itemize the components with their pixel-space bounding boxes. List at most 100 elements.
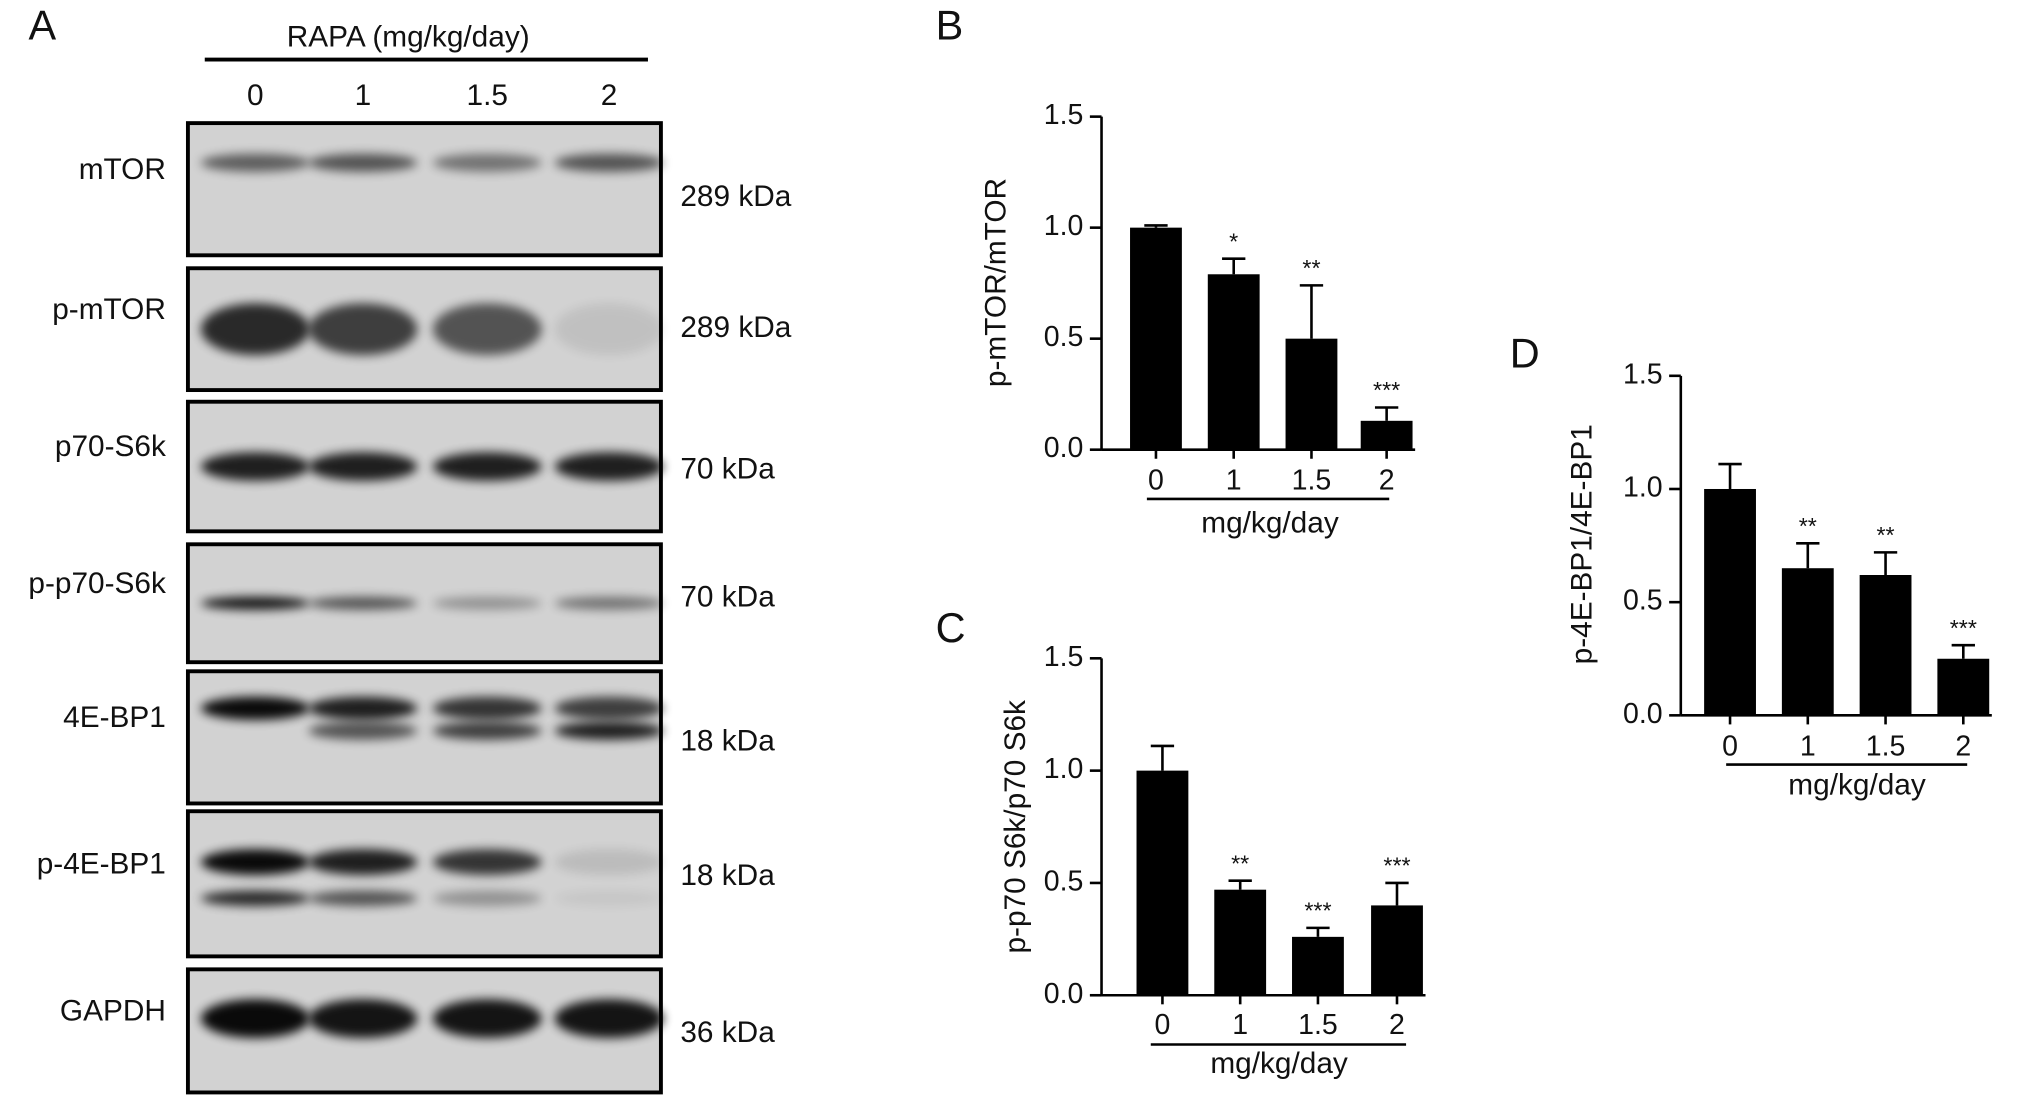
significance: ***	[1950, 615, 1977, 641]
panel-letter: A	[29, 1, 57, 48]
significance: ***	[1304, 897, 1331, 923]
x-tick-label: 1.5	[1298, 1009, 1338, 1041]
y-tick-label: 0.5	[1044, 865, 1084, 897]
blot-header: RAPA (mg/kg/day)	[287, 21, 530, 54]
panel-letter: B	[936, 1, 964, 48]
row-label: p-p70-S6k	[28, 567, 166, 600]
x-tick-label: 0	[1148, 465, 1164, 497]
size-label: 70 kDa	[680, 452, 775, 485]
blot-band	[554, 452, 664, 481]
bar	[1371, 905, 1423, 996]
blot-band	[432, 721, 542, 740]
blot-band	[432, 890, 542, 907]
blot-band	[432, 849, 542, 875]
blot-band	[200, 696, 310, 720]
bar	[1704, 488, 1756, 716]
blot-band	[554, 303, 664, 356]
significance: **	[1302, 255, 1320, 281]
x-tick-label: 0	[1155, 1009, 1171, 1041]
blot-band	[308, 153, 418, 172]
significance: **	[1799, 513, 1817, 539]
lane-label: 1	[355, 79, 372, 112]
blot-band	[200, 596, 310, 610]
size-label: 18 kDa	[680, 859, 775, 892]
blot-band	[308, 303, 418, 356]
y-tick-label: 1.0	[1044, 753, 1084, 785]
row-label: p-4E-BP1	[37, 848, 166, 881]
blot-band	[554, 890, 664, 907]
x-tick-label: 0	[1722, 730, 1738, 762]
blot-band	[432, 999, 542, 1039]
y-tick-label: 0.5	[1623, 585, 1663, 617]
blot-band	[308, 596, 418, 610]
blot-band	[200, 999, 310, 1039]
y-tick-label: 1.5	[1044, 641, 1084, 673]
blot-box	[185, 809, 663, 959]
lane-label: 2	[601, 79, 618, 112]
panel-letter: C	[936, 604, 966, 651]
bar	[1781, 568, 1834, 716]
row-label: mTOR	[79, 153, 166, 186]
significance: ***	[1373, 377, 1400, 403]
significance: **	[1876, 522, 1894, 548]
y-tick-label: 0.0	[1044, 432, 1084, 464]
size-label: 36 kDa	[680, 1016, 775, 1049]
y-tick-label: 1.5	[1044, 99, 1084, 131]
y-tick-label: 0.0	[1044, 978, 1084, 1010]
blot-band	[554, 696, 664, 720]
bar	[1285, 338, 1338, 450]
blot-band	[432, 153, 542, 172]
x-axis-title: mg/kg/day	[1210, 1047, 1348, 1080]
row-label: p-mTOR	[52, 293, 166, 326]
row-label: GAPDH	[60, 995, 166, 1028]
row-label: 4E-BP1	[63, 701, 166, 734]
blot-band	[432, 696, 542, 720]
bar	[1859, 575, 1912, 716]
x-tick-label: 1	[1800, 730, 1816, 762]
significance: **	[1231, 850, 1249, 876]
size-label: 289 kDa	[680, 180, 791, 213]
blot-band	[308, 890, 418, 907]
blot-band	[554, 721, 664, 740]
y-tick-label: 1.0	[1044, 210, 1084, 242]
bar	[1130, 227, 1182, 450]
x-tick-label: 1	[1232, 1009, 1248, 1041]
blot-band	[554, 999, 664, 1039]
blot-band	[200, 890, 310, 907]
bar	[1937, 658, 1990, 716]
blot-band	[308, 452, 418, 481]
blot-band	[308, 999, 418, 1039]
y-axis-title: p-p70 S6k/p70 S6k	[999, 700, 1032, 954]
bar	[1292, 936, 1344, 996]
size-label: 70 kDa	[680, 581, 775, 614]
blot-band	[200, 849, 310, 875]
blot-band	[432, 452, 542, 481]
bar	[1214, 889, 1267, 996]
blot-band	[308, 849, 418, 875]
y-tick-label: 1.0	[1623, 472, 1663, 504]
x-axis-title: mg/kg/day	[1201, 507, 1339, 540]
y-tick-label: 0.0	[1623, 698, 1663, 730]
y-axis-title: p-4E-BP1/4E-BP1	[1565, 424, 1598, 664]
x-tick-label: 2	[1955, 730, 1971, 762]
row-label: p70-S6k	[55, 430, 166, 463]
blot-band	[200, 303, 310, 356]
lane-label: 0	[247, 79, 264, 112]
x-tick-label: 2	[1379, 465, 1395, 497]
y-tick-label: 1.5	[1623, 358, 1663, 390]
blot-band	[308, 721, 418, 740]
y-tick-label: 0.5	[1044, 321, 1084, 353]
bar	[1360, 420, 1413, 450]
blot-band	[200, 153, 310, 172]
lane-label: 1.5	[467, 79, 508, 112]
blot-band	[432, 303, 542, 356]
size-label: 289 kDa	[680, 311, 791, 344]
significance: *	[1229, 228, 1238, 254]
x-axis-title: mg/kg/day	[1788, 768, 1926, 801]
blot-band	[432, 596, 542, 610]
blot-band	[308, 696, 418, 720]
significance: ***	[1383, 853, 1410, 879]
blot-band	[554, 849, 664, 875]
